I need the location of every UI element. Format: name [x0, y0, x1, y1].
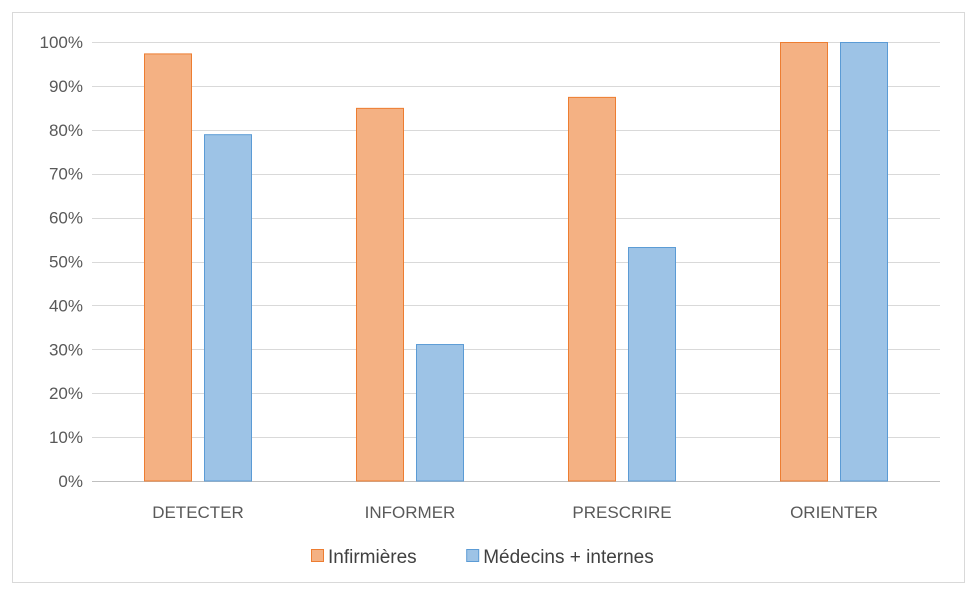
- y-tick-label: 0%: [58, 472, 83, 491]
- bar-informer-infirmieres: [356, 107, 404, 482]
- bars: [144, 42, 888, 482]
- bar-detecter-infirmieres: [144, 53, 192, 482]
- x-tick-label: PRESCRIRE: [572, 503, 671, 522]
- bar-prescrire-medecins-internes: [628, 247, 676, 482]
- y-tick-label: 30%: [49, 340, 83, 359]
- y-tick-label: 20%: [49, 384, 83, 403]
- legend: Infirmières Médecins + internes: [311, 547, 654, 568]
- y-tick-label: 80%: [49, 121, 83, 140]
- x-tick-label: DETECTER: [152, 503, 244, 522]
- legend-label: Infirmières: [328, 547, 417, 568]
- legend-label: Médecins + internes: [483, 547, 654, 568]
- bar-detecter-medecins-internes: [204, 134, 252, 482]
- bar-orienter-medecins-internes: [840, 42, 888, 482]
- y-axis: 0% 10% 20% 30% 40% 50% 60% 70% 80% 90% 100%: [40, 33, 83, 491]
- bar-informer-medecins-internes: [416, 344, 464, 482]
- legend-swatch: [466, 549, 480, 562]
- y-tick-label: 70%: [49, 165, 83, 184]
- y-tick-label: 50%: [49, 253, 83, 272]
- y-tick-label: 40%: [49, 296, 83, 315]
- bar-orienter-infirmieres: [780, 42, 828, 482]
- y-tick-label: 90%: [49, 77, 83, 96]
- legend-swatch: [311, 549, 324, 562]
- y-tick-label: 100%: [40, 33, 83, 52]
- y-tick-label: 10%: [49, 428, 83, 447]
- bar-prescrire-infirmieres: [568, 96, 616, 482]
- x-axis: DETECTER INFORMER PRESCRIRE ORIENTER: [152, 503, 878, 522]
- x-tick-label: ORIENTER: [790, 503, 878, 522]
- y-tick-label: 60%: [49, 209, 83, 228]
- x-tick-label: INFORMER: [365, 503, 456, 522]
